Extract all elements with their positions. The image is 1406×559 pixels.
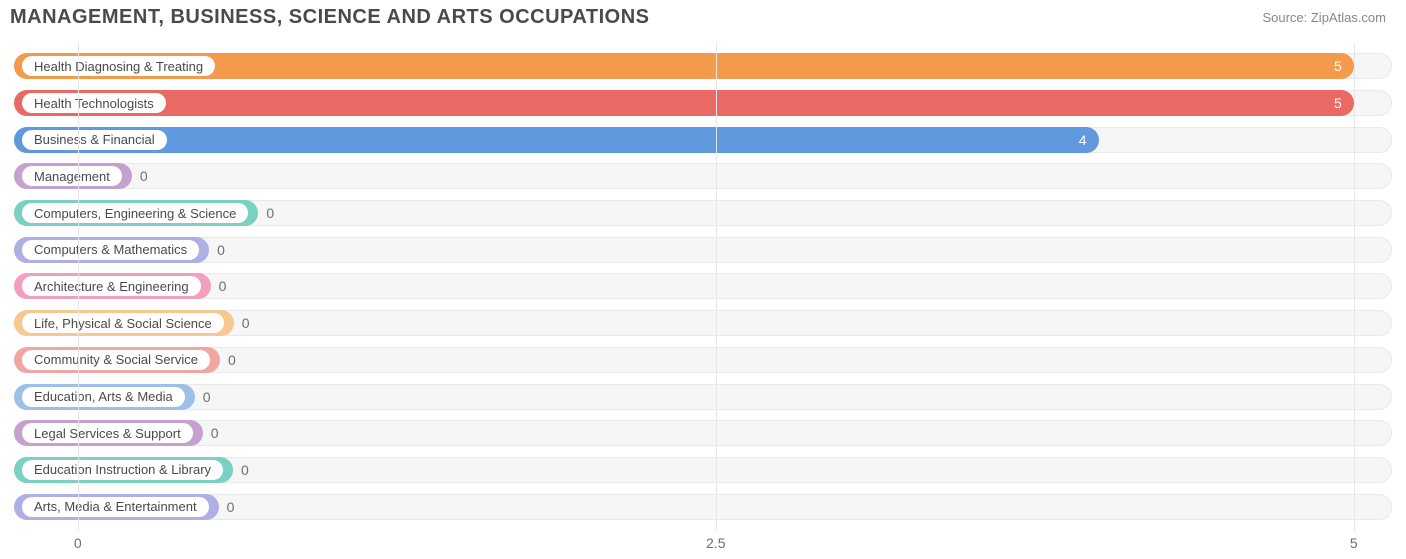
bar-label: Computers & Mathematics <box>22 240 199 260</box>
bar-label: Health Technologists <box>22 93 166 113</box>
bar-label: Education Instruction & Library <box>22 460 223 480</box>
bar-label: Legal Services & Support <box>22 423 193 443</box>
gridline <box>1354 42 1355 531</box>
bar-fill <box>14 127 1099 153</box>
chart-container: MANAGEMENT, BUSINESS, SCIENCE AND ARTS O… <box>0 0 1406 559</box>
bar-row: Health Technologists 5 <box>14 90 1392 116</box>
bar-value: 4 <box>1079 132 1087 148</box>
bars-wrap: Health Diagnosing & Treating5Health Tech… <box>14 42 1392 531</box>
bar-label: Computers, Engineering & Science <box>22 203 248 223</box>
bar-label: Community & Social Service <box>22 350 210 370</box>
bar-label: Architecture & Engineering <box>22 276 201 296</box>
x-tick-label: 0 <box>74 535 82 551</box>
bar-value: 0 <box>140 168 148 184</box>
bar-row: Business & Financial 4 <box>14 127 1392 153</box>
bar-value: 5 <box>1334 95 1342 111</box>
bar-label: Arts, Media & Entertainment <box>22 497 209 517</box>
bar-value: 0 <box>211 425 219 441</box>
bar-track <box>14 347 1392 373</box>
x-axis: 02.55 <box>14 535 1392 553</box>
bar-value: 5 <box>1334 58 1342 74</box>
bar-value: 0 <box>219 278 227 294</box>
bar-value: 0 <box>228 352 236 368</box>
bar-track <box>14 163 1392 189</box>
bar-label: Life, Physical & Social Science <box>22 313 224 333</box>
bar-row: Education, Arts & Media 0 <box>14 384 1392 410</box>
bar-track <box>14 384 1392 410</box>
chart-source: Source: ZipAtlas.com <box>1262 10 1386 25</box>
bar-label: Education, Arts & Media <box>22 387 185 407</box>
bar-track <box>14 420 1392 446</box>
bar-row: Education Instruction & Library 0 <box>14 457 1392 483</box>
bar-fill <box>14 90 1354 116</box>
x-tick-label: 2.5 <box>706 535 725 551</box>
bar-value: 0 <box>241 462 249 478</box>
bar-value: 0 <box>242 315 250 331</box>
bar-value: 0 <box>227 499 235 515</box>
plot-area: Health Diagnosing & Treating5Health Tech… <box>14 42 1392 531</box>
gridline <box>716 42 717 531</box>
x-tick-label: 5 <box>1350 535 1358 551</box>
source-prefix: Source: <box>1262 10 1310 25</box>
bar-row: Community & Social Service 0 <box>14 347 1392 373</box>
chart-title: MANAGEMENT, BUSINESS, SCIENCE AND ARTS O… <box>10 6 649 29</box>
bar-row: Health Diagnosing & Treating 5 <box>14 53 1392 79</box>
bar-row: Computers, Engineering & Science 0 <box>14 200 1392 226</box>
bar-value: 0 <box>266 205 274 221</box>
source-name: ZipAtlas.com <box>1311 10 1386 25</box>
bar-label: Business & Financial <box>22 130 167 150</box>
bar-value: 0 <box>217 242 225 258</box>
bar-row: Legal Services & Support 0 <box>14 420 1392 446</box>
bar-label: Health Diagnosing & Treating <box>22 56 215 76</box>
bar-value: 0 <box>203 389 211 405</box>
bar-label: Management <box>22 166 122 186</box>
bar-row: Arts, Media & Entertainment 0 <box>14 494 1392 520</box>
bar-track <box>14 494 1392 520</box>
bar-row: Computers & Mathematics 0 <box>14 237 1392 263</box>
bar-row: Architecture & Engineering 0 <box>14 273 1392 299</box>
bar-row: Management 0 <box>14 163 1392 189</box>
bar-row: Life, Physical & Social Science 0 <box>14 310 1392 336</box>
gridline <box>78 42 79 531</box>
